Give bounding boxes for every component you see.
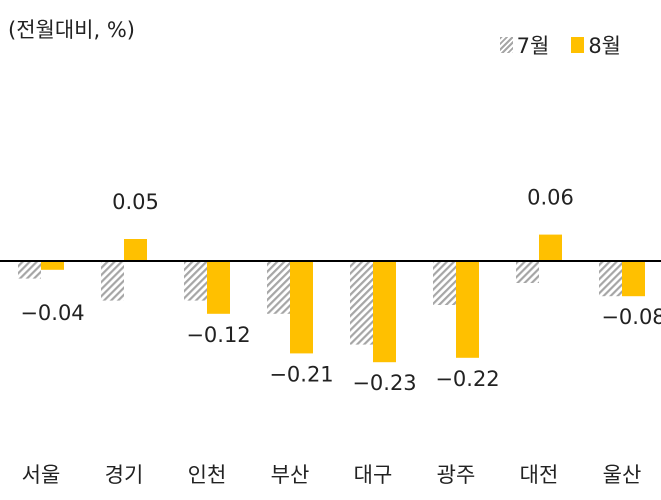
data-label-aug-incheon: −0.12	[186, 323, 250, 347]
legend-item-aug: 8월	[571, 30, 621, 60]
category-label-incheon: 인천	[188, 463, 227, 487]
bar-aug-seoul	[41, 261, 64, 270]
bar-jul-daejeon	[516, 261, 539, 283]
legend-item-jul: 7월	[499, 30, 550, 60]
bar-aug-gwangju	[456, 261, 479, 358]
bar-aug-daejeon	[539, 234, 562, 261]
legend-swatch-jul	[499, 37, 513, 53]
bar-jul-ulsan	[599, 261, 622, 297]
category-label-busan: 부산	[271, 463, 310, 487]
unit-label: (전월대비, %)	[8, 18, 135, 42]
data-label-aug-ulsan: −0.08	[601, 305, 661, 329]
legend-swatch-aug	[571, 37, 585, 53]
category-label-seoul: 서울	[22, 463, 61, 487]
category-label-daegu: 대구	[354, 463, 393, 487]
category-label-ulsan: 울산	[603, 463, 642, 487]
data-label-aug-gyeonggi: 0.05	[112, 190, 159, 214]
data-label-aug-busan: −0.21	[269, 362, 333, 386]
category-label-gwangju: 광주	[437, 463, 476, 487]
bar-jul-gyeonggi	[101, 261, 124, 301]
bar-aug-ulsan	[622, 261, 645, 297]
bar-jul-seoul	[18, 261, 41, 279]
bar-aug-daegu	[373, 261, 396, 363]
bar-jul-incheon	[184, 261, 207, 301]
bar-aug-incheon	[207, 261, 230, 314]
bars-layer	[18, 234, 645, 363]
legend-label-jul: 7월	[516, 34, 550, 58]
data-label-aug-gwangju: −0.22	[435, 367, 499, 391]
labels-layer: −0.04 서울 0.05 경기 −0.12 인천 −0.21 부산 −0.23 대구 −0.22 광…	[20, 186, 661, 487]
legend-label-aug: 8월	[588, 34, 621, 58]
legend: 7월 8월	[478, 30, 621, 60]
category-label-gyeonggi: 경기	[105, 463, 144, 487]
bar-jul-busan	[267, 261, 290, 314]
category-label-daejeon: 대전	[520, 463, 559, 487]
bar-jul-gwangju	[433, 261, 456, 305]
data-label-aug-seoul: −0.04	[20, 301, 84, 325]
bar-aug-busan	[290, 261, 313, 354]
data-label-aug-daegu: −0.23	[352, 371, 416, 395]
data-label-aug-daejeon: 0.06	[527, 186, 574, 210]
bar-jul-daegu	[350, 261, 373, 345]
bar-aug-gyeonggi	[124, 239, 147, 261]
